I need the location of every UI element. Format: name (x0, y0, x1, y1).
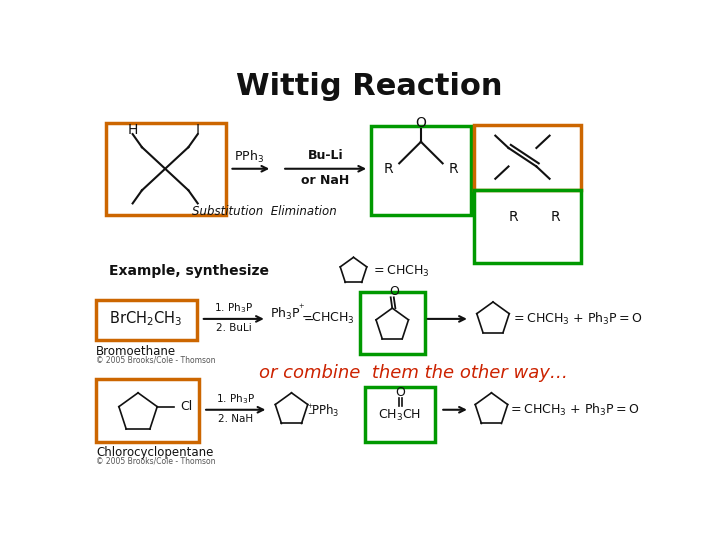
Text: $^-$: $^-$ (306, 411, 315, 421)
Text: Wittig Reaction: Wittig Reaction (235, 72, 503, 101)
Text: 2. BuLi: 2. BuLi (215, 323, 251, 333)
Text: Ph$_3$P: Ph$_3$P (270, 306, 300, 321)
Bar (360, 292, 425, 354)
Text: PPh$_3$: PPh$_3$ (311, 403, 339, 420)
Text: or NaH: or NaH (302, 174, 350, 187)
Text: $-$: $-$ (303, 313, 314, 326)
Text: BrCH$_2$CH$_3$: BrCH$_2$CH$_3$ (109, 309, 182, 328)
Text: O: O (415, 116, 426, 130)
Text: $\mathregular{-CHCH_3}$: $\mathregular{-CHCH_3}$ (301, 312, 354, 327)
Text: $^+$: $^+$ (306, 403, 315, 413)
Text: Cl: Cl (181, 400, 193, 413)
Text: © 2005 Brooks/Cole - Thomson: © 2005 Brooks/Cole - Thomson (96, 457, 216, 466)
Text: $\mathregular{=CHCH_3}$ + Ph$_3$P$=$O: $\mathregular{=CHCH_3}$ + Ph$_3$P$=$O (510, 311, 642, 327)
Text: H: H (127, 123, 138, 137)
Bar (474, 125, 580, 190)
Text: R: R (550, 210, 560, 224)
Text: 2. NaH: 2. NaH (218, 414, 253, 424)
Text: Substitution  Elimination: Substitution Elimination (192, 205, 337, 218)
Text: © 2005 Brooks/Cole - Thomson: © 2005 Brooks/Cole - Thomson (96, 356, 216, 365)
Text: or combine  them the other way…: or combine them the other way… (259, 364, 568, 382)
Text: R: R (384, 162, 393, 176)
Text: Bromoethane: Bromoethane (96, 345, 176, 357)
Text: 1. Ph$_3$P: 1. Ph$_3$P (216, 392, 255, 406)
Text: CH$_3$CH: CH$_3$CH (379, 408, 421, 423)
Text: I: I (196, 123, 199, 137)
Text: O: O (395, 386, 405, 399)
Text: Chlorocyclopentane: Chlorocyclopentane (96, 446, 214, 458)
Text: $^+$: $^+$ (297, 303, 305, 313)
Text: R: R (508, 210, 518, 224)
Text: R: R (449, 162, 459, 176)
Text: Example, synthesize: Example, synthesize (109, 264, 269, 278)
Bar (474, 190, 580, 264)
Bar (106, 123, 225, 215)
Bar (372, 126, 471, 215)
Bar (96, 300, 197, 340)
Bar (365, 387, 435, 442)
Text: 1. Ph$_3$P: 1. Ph$_3$P (214, 301, 253, 315)
Bar (96, 379, 199, 442)
Text: $\mathregular{=CHCH_3}$: $\mathregular{=CHCH_3}$ (371, 264, 429, 279)
Text: $\mathregular{=CHCH_3}$ + Ph$_3$P$=$O: $\mathregular{=CHCH_3}$ + Ph$_3$P$=$O (508, 402, 640, 418)
Text: Bu-Li: Bu-Li (307, 149, 343, 162)
Text: O: O (389, 285, 399, 298)
Text: PPh$_3$: PPh$_3$ (234, 149, 264, 165)
